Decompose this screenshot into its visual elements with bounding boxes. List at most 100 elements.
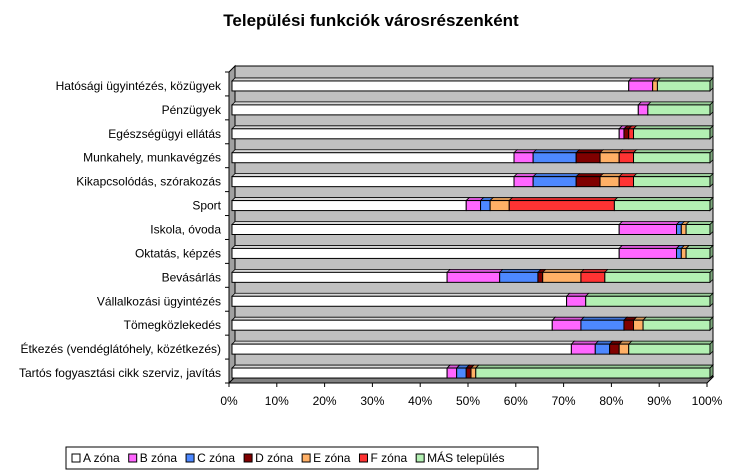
bars bbox=[231, 76, 714, 380]
bar-segment bbox=[637, 104, 649, 116]
bar-segment bbox=[652, 80, 658, 92]
bar-end-face bbox=[709, 76, 714, 92]
bar-segment bbox=[231, 200, 467, 212]
x-tick-label: 0% bbox=[220, 394, 238, 408]
legend-item: B zóna bbox=[128, 451, 178, 465]
bar-segment bbox=[480, 200, 491, 212]
legend-swatch bbox=[415, 453, 425, 463]
x-tick-label: 20% bbox=[313, 394, 337, 408]
category-label: Kikapcsolódás, szórakozás bbox=[76, 175, 221, 189]
bar-segment bbox=[618, 247, 678, 259]
category-label: Hatósági ügyintézés, közügyek bbox=[56, 79, 222, 93]
chart-title: Települési funkciók városrészenként bbox=[223, 11, 519, 30]
bar-segment bbox=[613, 200, 711, 212]
bar-segment bbox=[618, 224, 678, 235]
bar-end-face bbox=[709, 340, 714, 356]
bar-segment bbox=[231, 224, 620, 235]
legend-label: C zóna bbox=[197, 451, 235, 465]
bar-segment bbox=[642, 319, 711, 331]
bar-segment bbox=[489, 200, 510, 212]
bar-segment bbox=[570, 343, 596, 355]
bar-segment bbox=[465, 367, 472, 379]
bar-segment bbox=[647, 104, 711, 116]
bar-segment bbox=[532, 152, 577, 164]
x-tick-label: 30% bbox=[360, 394, 384, 408]
legend-swatch bbox=[301, 453, 311, 463]
bar-segment bbox=[231, 152, 515, 164]
bar-segment bbox=[623, 319, 635, 331]
legend-label: A zóna bbox=[83, 451, 120, 465]
bar-segment bbox=[633, 319, 644, 331]
bar-segment bbox=[580, 271, 606, 283]
legend-swatch bbox=[243, 453, 253, 463]
x-tick-label: 70% bbox=[552, 394, 576, 408]
legend-label: B zóna bbox=[140, 451, 178, 465]
category-label: Étkezés (vendéglátóhely, közétkezés) bbox=[20, 341, 221, 356]
bar-segment bbox=[628, 343, 711, 355]
x-tick-label: 100% bbox=[692, 394, 723, 408]
bar-segment bbox=[680, 247, 687, 259]
bar-segment bbox=[508, 200, 615, 212]
bar-end-face bbox=[709, 148, 714, 164]
bar-segment bbox=[676, 247, 682, 259]
bar-segment bbox=[231, 295, 568, 307]
bar-segment bbox=[475, 367, 711, 379]
bar-segment bbox=[685, 247, 711, 259]
bar-segment bbox=[618, 128, 625, 140]
x-tick-label: 90% bbox=[647, 394, 671, 408]
legend-item: C zóna bbox=[185, 451, 235, 465]
legend-item: F zóna bbox=[358, 451, 407, 465]
bar-segment bbox=[513, 152, 534, 164]
bar-segment bbox=[656, 80, 711, 92]
x-tick-label: 40% bbox=[408, 394, 432, 408]
bar-segment bbox=[231, 367, 448, 379]
legend-item: MÁS település bbox=[415, 450, 505, 465]
x-tick-label: 50% bbox=[456, 394, 480, 408]
category-label: Munkahely, munkavégzés bbox=[83, 151, 221, 165]
category-label: Oktatás, képzés bbox=[135, 246, 221, 260]
bar-end-face bbox=[709, 268, 714, 284]
bar-segment bbox=[685, 224, 711, 235]
x-tick-label: 60% bbox=[504, 394, 528, 408]
bar-segment bbox=[465, 200, 482, 212]
bar-segment bbox=[575, 152, 601, 164]
bar-segment bbox=[542, 271, 582, 283]
legend-swatch bbox=[71, 453, 81, 463]
bar-segment bbox=[456, 367, 467, 379]
bar-segment bbox=[231, 271, 448, 283]
bar-segment bbox=[599, 176, 620, 188]
bar-end-face bbox=[709, 220, 714, 236]
legend-swatch bbox=[185, 453, 195, 463]
bar-segment bbox=[633, 152, 711, 164]
bar-segment bbox=[566, 295, 587, 307]
x-axis: 0% 10% 20% 30% 40% 50% 60% 70% 80% 90% 100% bbox=[220, 382, 723, 408]
bar-segment bbox=[532, 176, 577, 188]
bar-end-face bbox=[709, 124, 714, 140]
legend-label: E zóna bbox=[313, 451, 351, 465]
category-labels: Hatósági ügyintézés, közügyek Pénzügyek Eg… bbox=[19, 79, 222, 380]
bar-end-face bbox=[709, 316, 714, 332]
bar-segment bbox=[623, 128, 630, 140]
bar-segment bbox=[231, 343, 572, 355]
bar-segment bbox=[633, 128, 711, 140]
category-label: Iskola, óvoda bbox=[150, 223, 221, 237]
bar-segment bbox=[604, 271, 711, 283]
bar-segment bbox=[470, 367, 477, 379]
category-label: Tömegközlekedés bbox=[124, 318, 221, 332]
legend-label: MÁS település bbox=[427, 450, 504, 465]
bar-end-face bbox=[709, 100, 714, 116]
legend: A zóna B zóna C zóna D zóna E zóna F zóna MÁS … bbox=[65, 446, 539, 470]
bar-segment bbox=[446, 271, 501, 283]
bar-end-face bbox=[709, 244, 714, 260]
bar-segment bbox=[499, 271, 539, 283]
bar-segment bbox=[628, 128, 635, 140]
bar-segment bbox=[231, 247, 620, 259]
bar-segment bbox=[231, 176, 515, 188]
bar-segment bbox=[618, 152, 635, 164]
category-label: Sport bbox=[192, 199, 221, 213]
category-label: Vállalkozási ügyintézés bbox=[97, 294, 221, 308]
bar-segment bbox=[585, 295, 711, 307]
category-label: Pénzügyek bbox=[162, 103, 222, 117]
bar-segment bbox=[680, 224, 687, 235]
bar-segment bbox=[231, 128, 620, 140]
